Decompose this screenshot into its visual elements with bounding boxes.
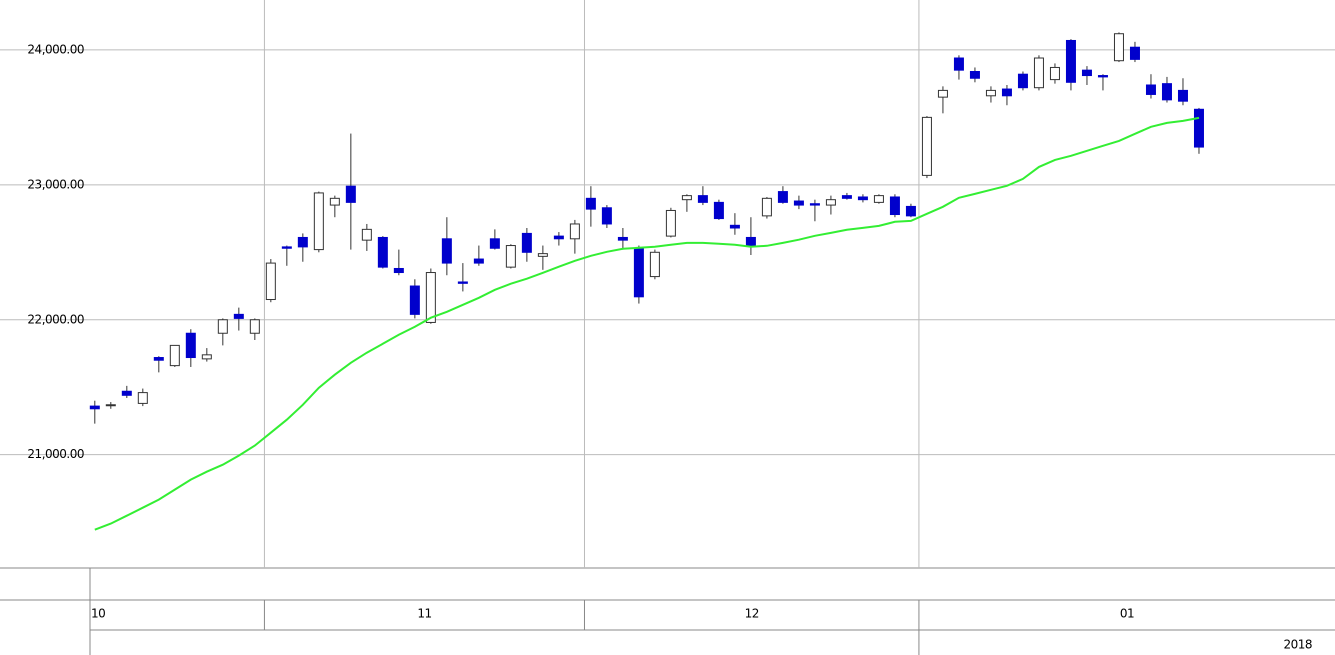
candle-body: [793, 200, 804, 206]
candle-body: [665, 209, 676, 237]
candle-body: [297, 236, 308, 248]
candle-body: [329, 197, 340, 206]
candle-body: [585, 197, 596, 210]
candle-body: [217, 319, 228, 334]
candle-body: [249, 319, 260, 334]
candle-body: [1001, 88, 1012, 97]
candle-body: [1097, 75, 1108, 78]
candle-body: [569, 223, 580, 240]
candle-body: [809, 203, 820, 206]
candle-body: [281, 246, 292, 249]
candle-body: [393, 267, 404, 274]
axis-frame: [0, 567, 1335, 655]
candle-body: [1145, 84, 1156, 95]
candle-body: [825, 199, 836, 206]
candle-body: [1129, 46, 1140, 60]
candle-body: [1017, 73, 1028, 89]
candle-body: [777, 191, 788, 203]
candle-body: [489, 238, 500, 249]
candle-body: [1161, 83, 1172, 101]
candle-body: [345, 185, 356, 203]
moving-average-line: [94, 116, 1200, 531]
candle-body: [953, 57, 964, 71]
candle-body: [1049, 66, 1060, 81]
candle-body: [697, 195, 708, 203]
candle-body: [89, 405, 100, 410]
candle-body: [553, 235, 564, 240]
candle-body: [761, 197, 772, 217]
candle-body: [441, 238, 452, 264]
candle-body: [633, 247, 644, 298]
candle-body: [1033, 57, 1044, 89]
candle-body: [169, 344, 180, 367]
candle-body: [185, 332, 196, 359]
candle-body: [889, 196, 900, 216]
candle-body: [121, 390, 132, 396]
candle-body: [905, 205, 916, 217]
candle-body: [201, 354, 212, 360]
y-tick-label: 22,000.00: [27, 312, 84, 326]
candle-body: [505, 245, 516, 268]
month-label: 01: [1120, 607, 1134, 621]
candle-body: [681, 195, 692, 201]
candle-body: [745, 236, 756, 247]
candle-body: [313, 192, 324, 251]
candle-body: [841, 195, 852, 199]
candle-body: [153, 357, 164, 361]
candle-body: [361, 228, 372, 241]
candle-body: [425, 272, 436, 323]
candle-body: [601, 207, 612, 225]
candle-body: [649, 251, 660, 278]
month-label: 11: [417, 607, 431, 621]
candle-body: [1081, 69, 1092, 77]
candle-body: [377, 236, 388, 268]
candle-body: [937, 89, 948, 98]
candle-body: [1177, 89, 1188, 102]
candle-body: [473, 258, 484, 264]
month-label: 10: [91, 607, 105, 621]
candle-body: [265, 262, 276, 301]
candle-body: [1065, 39, 1076, 83]
candle-body: [617, 236, 628, 241]
candle-body: [857, 196, 868, 201]
candle-body: [985, 89, 996, 97]
candle-body: [969, 71, 980, 79]
year-label: 2018: [1283, 638, 1312, 652]
candle-body: [713, 201, 724, 220]
candle-body: [873, 195, 884, 203]
candle-body: [457, 281, 468, 284]
candle-body: [233, 313, 244, 319]
y-tick-label: 23,000.00: [27, 177, 84, 191]
candle-body: [105, 404, 116, 407]
y-tick-label: 24,000.00: [27, 42, 84, 56]
candle-body: [137, 392, 148, 404]
month-label: 12: [745, 607, 759, 621]
candle-body: [1193, 108, 1204, 148]
candle-body: [537, 253, 548, 257]
candle-body: [729, 224, 740, 229]
candle-body: [409, 285, 420, 315]
candle-body: [921, 116, 932, 176]
candle-body: [521, 232, 532, 253]
candle-body: [1113, 33, 1124, 62]
y-tick-label: 21,000.00: [27, 447, 84, 461]
